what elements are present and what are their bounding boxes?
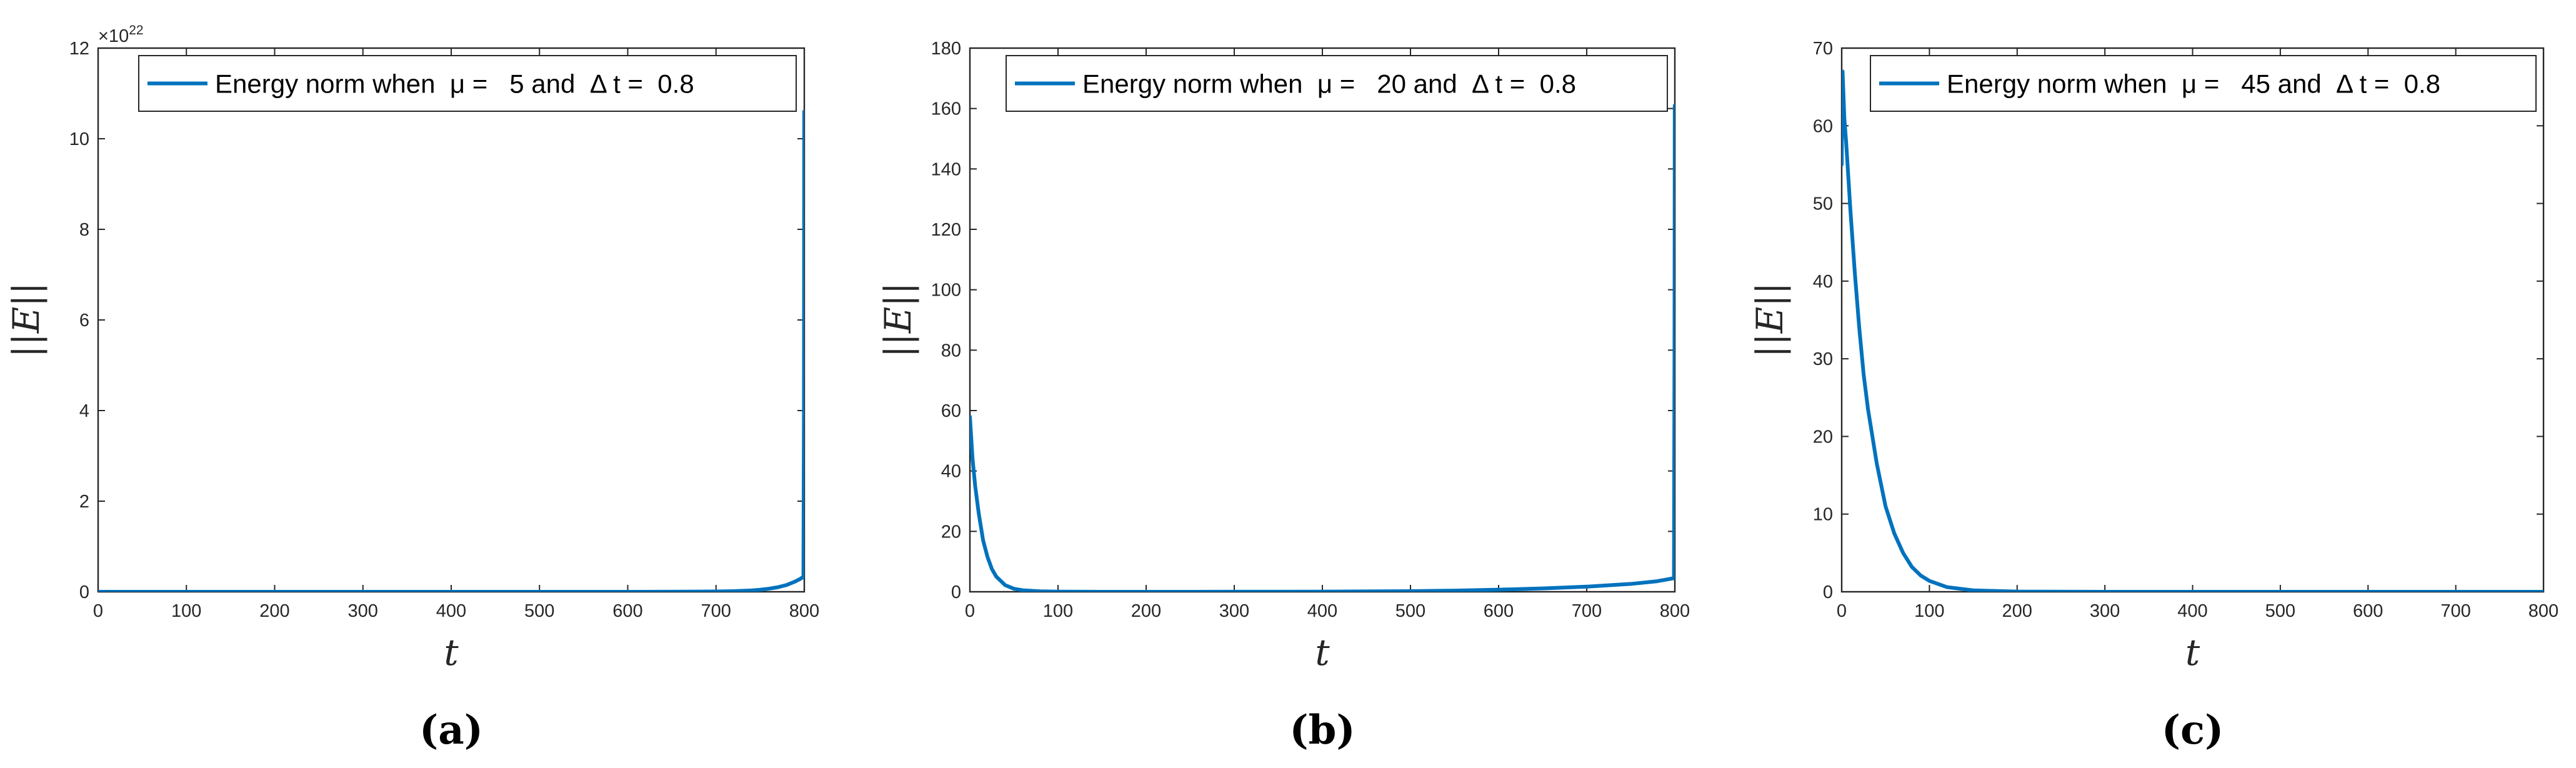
panel-caption: (a) [419,707,483,754]
x-axis-label: t [444,631,459,674]
y-tick-label: 10 [1813,505,1833,525]
x-tick-label: 200 [259,601,289,621]
x-tick-label: 600 [612,601,642,621]
legend: Energy norm when μ = 45 and Δ t = 0.8 [1870,55,2537,112]
x-tick-label: 600 [2353,601,2383,621]
y-tick-label: 50 [1813,194,1833,214]
y-tick-label: 100 [931,281,961,301]
x-axis-label: t [2185,631,2200,674]
y-tick-label: 10 [69,129,89,149]
x-tick-label: 700 [2440,601,2470,621]
y-tick-label: 20 [941,522,961,542]
y-tick-label: 120 [931,220,961,240]
x-tick-label: 400 [2177,601,2207,621]
legend: Energy norm when μ = 20 and Δ t = 0.8 [1006,55,1668,112]
y-tick-label: 0 [79,582,89,602]
y-axis-label: ||E|| [877,282,919,358]
x-tick-label: 0 [93,601,103,621]
y-tick-label: 0 [951,582,961,602]
legend-box [138,55,797,112]
x-tick-label: 500 [524,601,554,621]
y-axis-label: ||E|| [1749,282,1791,358]
legend-box [1006,55,1668,112]
y-tick-label: 70 [1813,39,1833,59]
y-tick-label: 80 [941,341,961,361]
y-tick-label: 2 [79,492,89,512]
x-tick-label: 300 [2090,601,2120,621]
x-tick-label: 800 [789,601,819,621]
x-tick-label: 600 [1484,601,1514,621]
y-tick-label: 8 [79,220,89,240]
y-tick-label: 12 [69,39,89,59]
plot-area [1840,47,2545,593]
x-tick-label: 800 [1660,601,1690,621]
x-tick-label: 400 [436,601,466,621]
x-tick-label: 300 [1219,601,1249,621]
chart-panel-2: 0 100 200 300 400 500 600 700 800 0 20 40 60 80 100 120… [877,39,1690,754]
y-tick-label: 60 [1813,116,1833,136]
series-line [1842,69,2544,592]
plot-area [969,47,1676,593]
x-axis-label: t [1315,631,1330,674]
legend-label: Energy norm when μ = 5 and Δ t = 0.8 [215,69,694,99]
y-exponent-label: ×1022 [98,23,144,46]
y-tick-label: 4 [79,401,89,421]
legend-label: Energy norm when μ = 45 and Δ t = 0.8 [1947,69,2440,99]
x-tick-label: 400 [1307,601,1337,621]
y-tick-label: 180 [931,39,961,59]
y-axis-label: ||E|| [5,282,47,358]
y-tick-label: 0 [1823,582,1833,602]
x-tick-label: 100 [171,601,201,621]
x-tick-label: 100 [1914,601,1944,621]
x-tick-label: 200 [1131,601,1161,621]
x-tick-label: 300 [348,601,378,621]
y-tick-label: 40 [1813,272,1833,292]
y-tick-label: 60 [941,401,961,421]
plot-area [97,47,806,593]
x-tick-label: 500 [2265,601,2295,621]
y-tick-label: 40 [941,462,961,482]
y-tick-label: 160 [931,99,961,119]
legend-box [1870,55,2537,112]
x-tick-label: 500 [1395,601,1425,621]
y-tick-label: 140 [931,159,961,179]
x-tick-label: 100 [1043,601,1073,621]
panel-caption: (b) [1289,707,1355,754]
x-tick-label: 0 [1837,601,1847,621]
chart-panel-1: 0 100 200 300 400 500 600 700 800 0 2 4 6 8 10 12 ×1022 t… [5,23,819,754]
series-line [970,103,1675,592]
chart-panel-3: 0 100 200 300 400 500 600 700 800 0 10 20 30 40 50 60 70… [1749,39,2559,754]
y-tick-label: 20 [1813,427,1833,447]
x-tick-label: 700 [1572,601,1602,621]
legend: Energy norm when μ = 5 and Δ t = 0.8 [138,55,797,112]
legend-label: Energy norm when μ = 20 and Δ t = 0.8 [1082,69,1576,99]
x-tick-label: 200 [2002,601,2032,621]
y-tick-label: 6 [79,311,89,331]
x-tick-label: 700 [701,601,731,621]
y-tick-label: 30 [1813,349,1833,369]
x-tick-label: 800 [2529,601,2559,621]
series-line [98,109,804,592]
x-tick-label: 0 [965,601,975,621]
panel-caption: (c) [2162,707,2224,754]
